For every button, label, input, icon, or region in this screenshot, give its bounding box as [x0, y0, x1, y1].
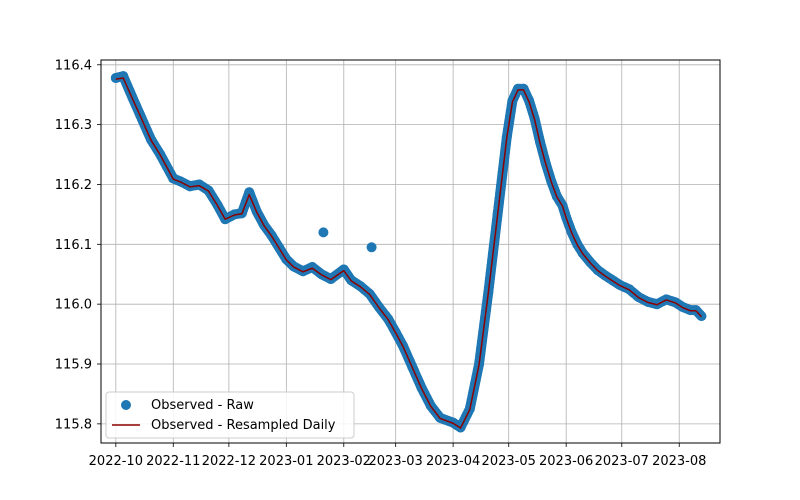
- y-tick-label: 116.2: [55, 178, 92, 193]
- x-tick-label: 2023-02: [317, 454, 371, 469]
- x-tick-label: 2023-03: [369, 454, 423, 469]
- x-tick-label: 2023-06: [539, 454, 593, 469]
- raw-point: [244, 187, 255, 198]
- x-tick-label: 2022-12: [202, 454, 256, 469]
- y-tick-label: 115.8: [55, 417, 92, 432]
- legend-label-raw: Observed - Raw: [151, 398, 254, 413]
- x-tick-label: 2023-05: [482, 454, 536, 469]
- raw-point: [518, 83, 529, 94]
- x-tick-label: 2023-08: [652, 454, 706, 469]
- y-tick-label: 115.9: [55, 358, 92, 373]
- resampled-daily-line: [115, 77, 703, 429]
- legend-label-resampled: Observed - Resampled Daily: [151, 418, 336, 433]
- raw-point: [318, 227, 329, 238]
- legend-marker-raw: [121, 400, 131, 410]
- legend: Observed - Raw Observed - Resampled Dail…: [105, 391, 355, 439]
- x-tick-label: 2023-07: [595, 454, 649, 469]
- plot-frame: [100, 59, 721, 444]
- line-series: [115, 77, 703, 429]
- x-tick-label: 2023-04: [426, 454, 480, 469]
- y-tick-label: 116.1: [55, 238, 92, 253]
- x-tick-label: 2023-01: [259, 454, 313, 469]
- y-tick-label: 116.3: [55, 118, 92, 133]
- x-axis: 2022-10 2022-11 2022-12 2023-01 2023-022023-…: [89, 443, 706, 469]
- y-tick-label: 116.4: [55, 58, 92, 73]
- y-axis: 115.8 115.9 116.0 116.1 116.2 116.3 116.4: [55, 58, 101, 432]
- x-tick-label: 2022-11: [146, 454, 200, 469]
- legend-box: [105, 391, 355, 439]
- x-tick-label: 2022-10: [89, 454, 143, 469]
- y-tick-label: 116.0: [55, 298, 92, 313]
- raw-point: [366, 242, 377, 253]
